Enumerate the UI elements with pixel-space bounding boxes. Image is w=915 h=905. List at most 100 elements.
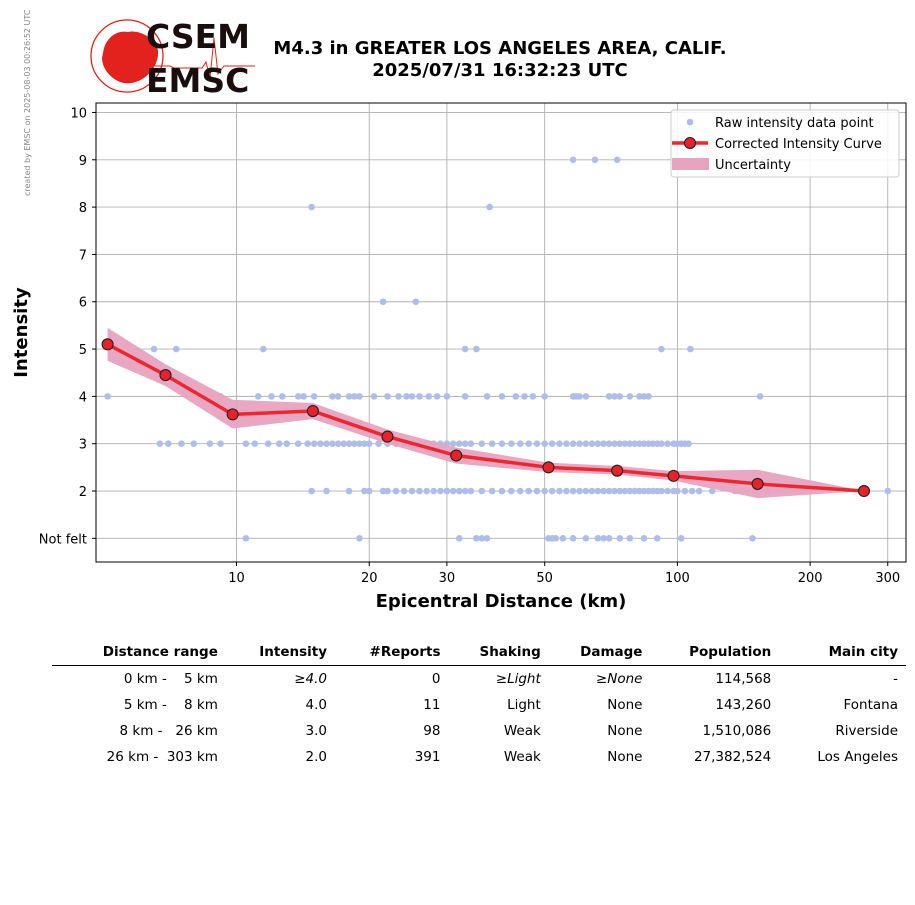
raw-data-point: [351, 440, 358, 448]
y-tick-label: 9: [79, 154, 87, 169]
raw-data-point: [178, 440, 185, 448]
raw-data-point: [681, 487, 689, 495]
raw-data-point: [569, 535, 577, 542]
table-cell-population: 143,260: [715, 697, 772, 713]
intensity-chart: 10 20 30 50 100 200 300 Not felt 2 3 4 5 6 7 8 9 10 Epice…: [11, 102, 907, 612]
raw-data-point: [687, 345, 694, 353]
raw-data-point: [548, 440, 556, 448]
raw-data-point: [294, 440, 302, 448]
table-cell-reports: 0: [431, 671, 441, 687]
plot-frame: [95, 102, 907, 563]
raw-data-point: [621, 487, 629, 495]
table-cell-population: 114,568: [715, 671, 772, 687]
raw-data-point: [217, 440, 224, 448]
raw-data-point: [455, 487, 463, 495]
raw-data-point: [461, 440, 469, 448]
raw-data-point: [425, 393, 433, 400]
raw-data-point: [611, 393, 618, 400]
legend-curve-marker: [683, 136, 697, 150]
raw-data-point: [206, 440, 214, 448]
curve-marker: [542, 461, 555, 474]
raw-data-point: [294, 393, 302, 400]
table-cell-reports: 11: [423, 697, 441, 713]
raw-data-point: [556, 440, 563, 448]
raw-data-point: [563, 487, 570, 495]
raw-data-point: [375, 440, 382, 448]
raw-data-point: [709, 487, 716, 495]
table-header-cell: Distance range: [52, 640, 226, 666]
raw-data-point: [749, 535, 756, 542]
table-body: 0 km - 5 km ≥4.0 0 ≥Light ≥None 114,568 - 5 km …: [52, 666, 906, 771]
raw-data-point: [674, 487, 681, 495]
table-row: 0 km - 5 km ≥4.0 0 ≥Light ≥None 114,568 -: [52, 666, 906, 693]
raw-data-point: [576, 393, 583, 400]
raw-data-point: [600, 487, 607, 495]
table-cell-intensity: 3.0: [305, 723, 328, 739]
raw-data-point: [461, 345, 469, 353]
raw-data-point: [334, 440, 342, 448]
raw-data-point: [300, 393, 307, 400]
raw-data-point: [473, 345, 480, 353]
table-cell-intensity: 2.0: [305, 749, 328, 765]
curve-marker: [450, 449, 463, 462]
raw-data-point: [310, 393, 318, 400]
raw-data-point: [478, 535, 486, 542]
raw-data-point: [345, 440, 353, 448]
raw-data-point: [498, 393, 506, 400]
raw-data-point: [356, 535, 363, 542]
raw-data-point: [508, 440, 515, 448]
logo-text-top: CSEM: [146, 17, 250, 56]
raw-data-point: [283, 440, 291, 448]
curve-marker: [611, 464, 624, 477]
x-axis-label: Epicentral Distance (km): [376, 591, 627, 612]
raw-data-point: [104, 393, 111, 400]
raw-data-point: [688, 487, 696, 495]
raw-data-point: [437, 487, 444, 495]
x-tick-label: 300: [875, 571, 900, 586]
raw-data-point: [664, 440, 671, 448]
raw-data-point: [443, 487, 451, 495]
table-cell-intensity: 4.0: [305, 697, 328, 713]
raw-data-point: [594, 535, 602, 542]
raw-data-point: [164, 440, 172, 448]
raw-data-point: [605, 393, 613, 400]
x-tick-label: 50: [536, 571, 553, 586]
raw-data-point: [268, 393, 275, 400]
table-cell-city: -: [893, 671, 898, 687]
raw-data-point: [569, 156, 577, 164]
legend-entry: Corrected Intensity Curve: [715, 137, 882, 152]
raw-data-point: [408, 487, 416, 495]
raw-data-point: [559, 535, 567, 542]
raw-data-point: [172, 345, 180, 353]
x-tick-label: 30: [439, 571, 456, 586]
raw-data-point: [443, 393, 451, 400]
raw-data-point: [636, 393, 643, 400]
raw-data-point: [329, 440, 336, 448]
x-tick-label: 200: [798, 571, 823, 586]
table-header-row: Distance range Intensity #Reports Shaking Da…: [52, 640, 906, 666]
table-cell-reports: 391: [414, 749, 441, 765]
raw-data-point: [588, 487, 596, 495]
curve-marker: [751, 477, 764, 490]
table-cell-range: 26 km - 303 km: [106, 749, 218, 765]
raw-data-point: [552, 535, 560, 542]
raw-data-point: [653, 535, 661, 542]
raw-data-point: [483, 393, 491, 400]
table-cell-population: 1,510,086: [702, 723, 772, 739]
raw-data-point: [626, 487, 634, 495]
raw-data-point: [156, 440, 164, 448]
raw-data-point: [308, 487, 315, 495]
y-tick-label: 7: [79, 248, 87, 263]
legend: Raw intensity data point Corrected Intens…: [670, 109, 900, 178]
legend-band-swatch: [672, 158, 709, 170]
uncertainty-band: [107, 327, 864, 499]
x-tick-label: 20: [361, 571, 378, 586]
raw-data-point: [323, 487, 330, 495]
raw-data-point: [576, 487, 583, 495]
raw-data-point: [664, 487, 671, 495]
raw-data-point: [611, 487, 618, 495]
raw-data-point: [616, 393, 624, 400]
raw-data-point: [582, 487, 590, 495]
raw-data-point: [588, 440, 596, 448]
table-header-cell: Intensity: [225, 640, 336, 666]
